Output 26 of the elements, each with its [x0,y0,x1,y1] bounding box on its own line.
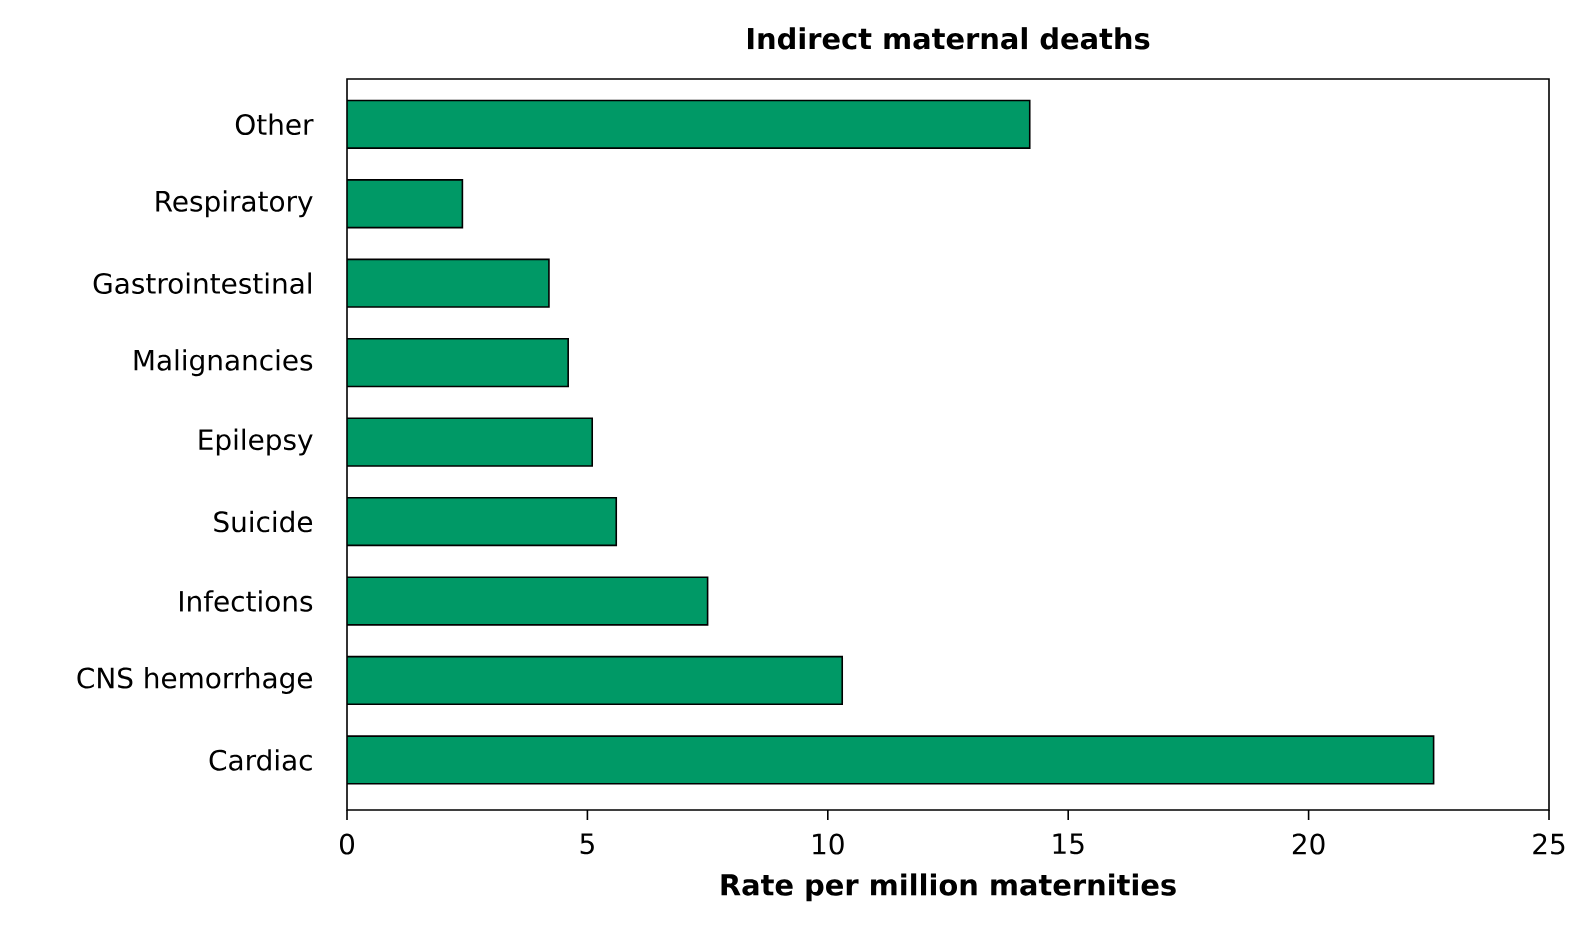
x-tick-label: 0 [339,833,355,855]
x-tick-label: 15 [1053,833,1084,855]
y-tick-label: Infections [180,590,313,612]
bar [347,338,569,388]
y-tick-label: Epilepsy [199,428,313,456]
y-tick-label: Respiratory [156,190,313,218]
x-tick-label: 20 [1292,833,1325,855]
bar [347,417,594,467]
bar [347,735,1435,785]
y-tick-label: Gastrointestinal [93,272,311,294]
bar [347,576,709,626]
y-tick-label: Suicide [214,510,313,533]
x-axis-title: Rate per million maternities [721,873,1176,902]
x-tick-label: 5 [580,833,594,855]
bar [347,179,464,229]
y-tick-label: Other [235,113,314,136]
y-tick-label: CNS hemorrhage [77,666,313,694]
x-tick-label: 10 [813,833,844,855]
bar [347,258,550,308]
bar [347,99,1031,149]
x-tick-label: 25 [1533,833,1565,855]
bar [347,655,844,706]
bar [347,496,618,547]
y-tick-label: Malignancies [134,349,313,377]
y-tick-label: Cardiac [209,749,312,771]
chart-title: Indirect maternal deaths [747,27,1150,50]
